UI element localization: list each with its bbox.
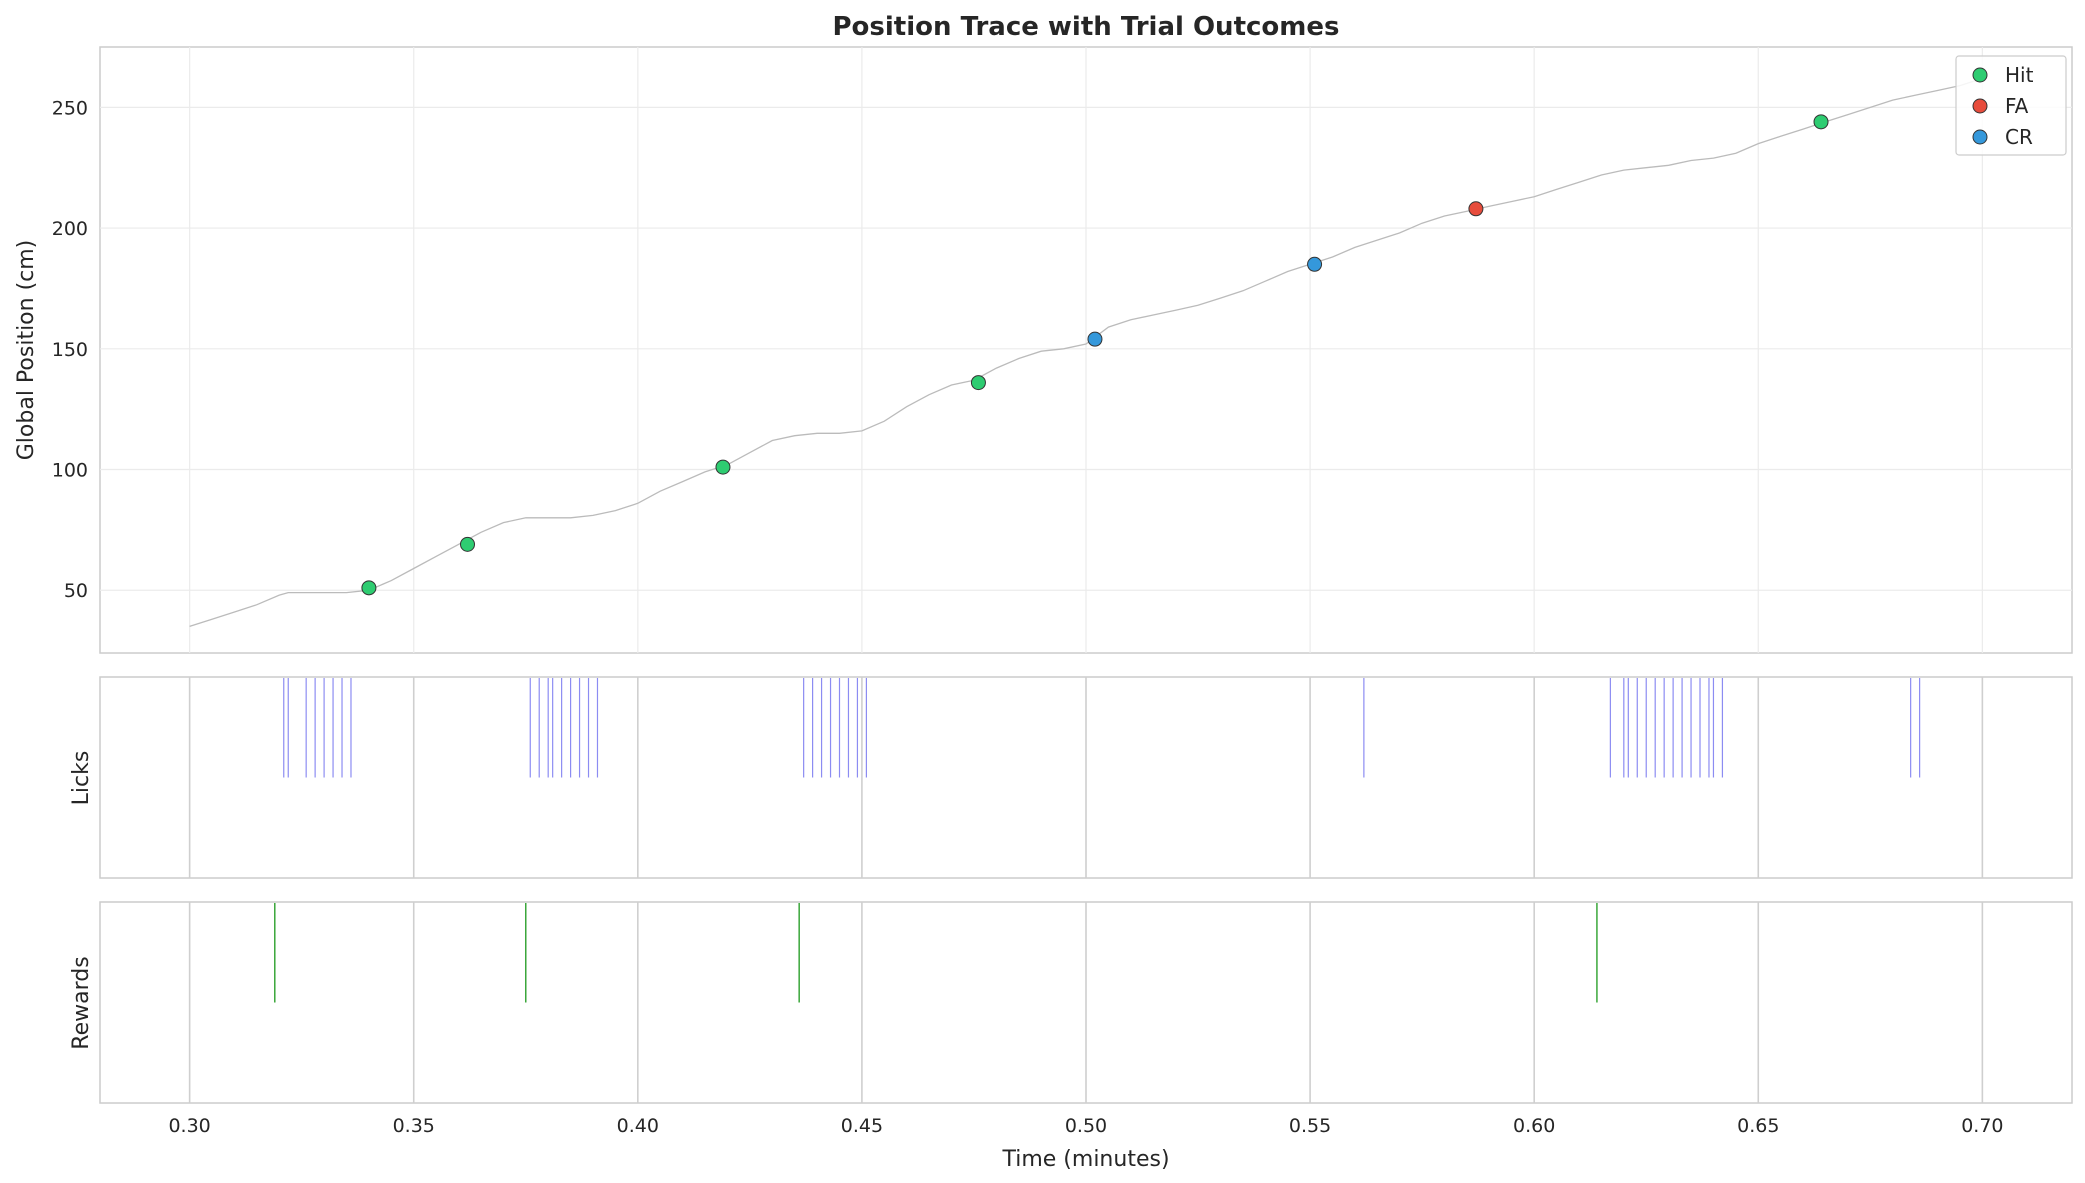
x-tick-label: 0.65	[1737, 1115, 1779, 1137]
chart-title: Position Trace with Trial Outcomes	[833, 12, 1340, 42]
rewards-panel: Rewards 0.30 0.35 0.40 0.45 0.50 0.55 0.60 0.65…	[69, 901, 2073, 1137]
position-y-tick-label: 50	[64, 580, 88, 602]
outcome-point-hit	[460, 536, 476, 552]
position-y-tick-label: 250	[52, 97, 88, 119]
x-tick-label: 0.35	[393, 1115, 435, 1137]
x-tick-label: 0.50	[1065, 1115, 1107, 1137]
outcome-point-hit	[970, 375, 986, 391]
legend: Hit FA CR	[1955, 55, 2067, 156]
legend-marker-hit	[1972, 67, 1988, 83]
licks-grid	[188, 677, 1984, 878]
licks-y-label: Licks	[69, 751, 94, 806]
position-y-tick-label: 100	[52, 460, 88, 482]
legend-marker-fa	[1972, 98, 1988, 114]
position-y-ticks: 50 100 150 200 250	[52, 97, 88, 602]
x-tick-label: 0.45	[841, 1115, 883, 1137]
outcome-point-hit	[1813, 114, 1829, 130]
position-y-label: Global Position (cm)	[14, 240, 39, 461]
trial-outcome-points	[361, 114, 1829, 596]
x-axis-label: Time (minutes)	[1001, 1147, 1169, 1172]
outcome-point-cr	[1307, 256, 1323, 272]
x-tick-label: 0.40	[617, 1115, 659, 1137]
rewards-grid	[188, 902, 1984, 1103]
outcome-point-fa	[1468, 201, 1484, 217]
legend-marker-cr	[1972, 129, 1988, 145]
legend-items: Hit FA CR	[1972, 63, 2034, 149]
position-y-tick-label: 150	[52, 339, 88, 361]
x-axis-ticks: 0.30 0.35 0.40 0.45 0.50 0.55 0.60 0.65 0.70	[168, 1115, 2003, 1137]
legend-label-fa: FA	[2005, 94, 2029, 118]
licks-panel: Licks	[69, 676, 2073, 879]
legend-label-cr: CR	[2005, 125, 2033, 149]
x-tick-label: 0.55	[1289, 1115, 1331, 1137]
outcome-point-hit	[715, 459, 731, 475]
position-panel: 50 100 150 200 250 Global Position (cm) Hit F…	[14, 46, 2073, 654]
reward-events	[274, 903, 1598, 1003]
legend-label-hit: Hit	[2005, 63, 2034, 87]
rewards-y-label: Rewards	[69, 956, 94, 1049]
x-tick-label: 0.30	[168, 1115, 210, 1137]
lick-events	[283, 678, 1921, 778]
position-trace-line	[189, 77, 1983, 628]
outcome-point-hit	[361, 580, 377, 596]
x-tick-label: 0.70	[1961, 1115, 2003, 1137]
position-y-tick-label: 200	[52, 218, 88, 240]
x-tick-label: 0.60	[1513, 1115, 1555, 1137]
outcome-point-cr	[1087, 331, 1103, 347]
